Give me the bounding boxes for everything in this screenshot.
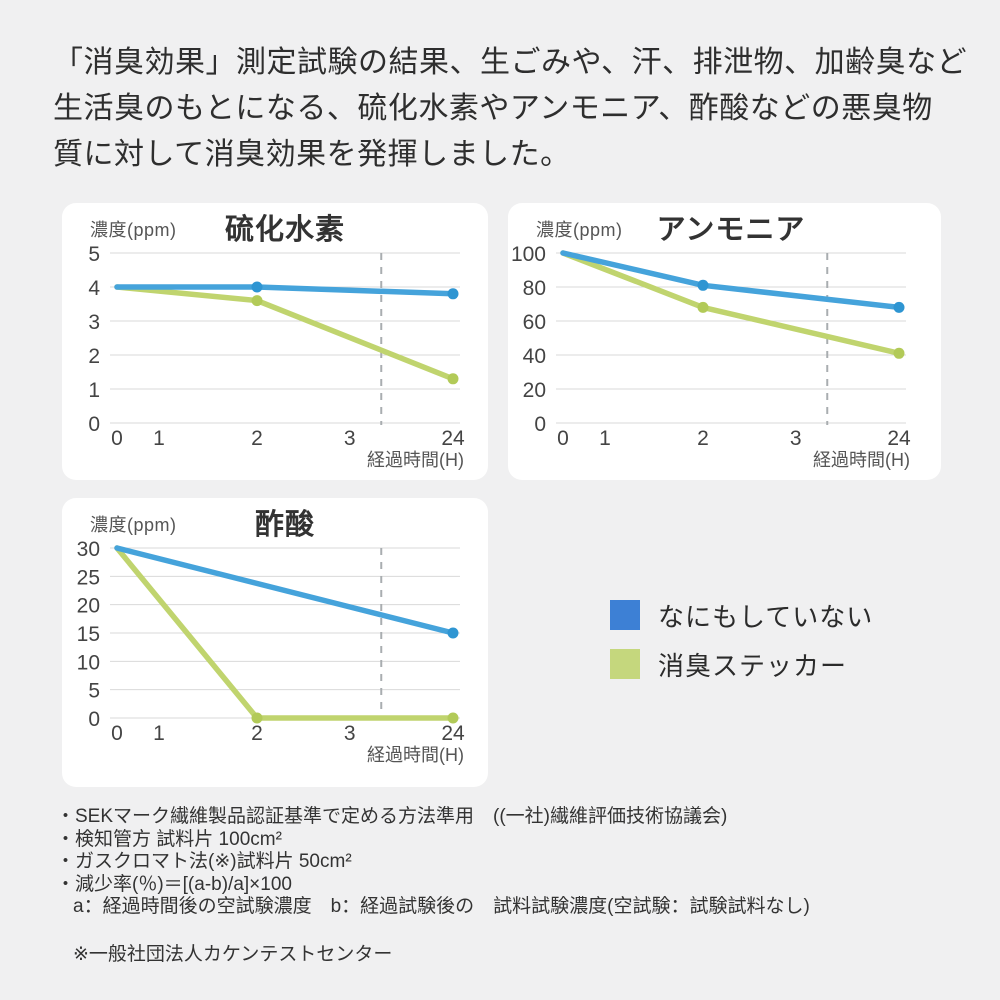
chart-title-ammonia: アンモニア [656,214,806,246]
y-tick-label: 0 [534,413,546,436]
header-line-1: 「消臭効果」測定試験の結果、生ごみや、汗、排泄物、加齢臭など [53,46,968,79]
x-axis-unit-label: 経過時間(H) [367,450,464,470]
data-point-marker [447,373,459,385]
data-point-marker [893,347,905,359]
y-tick-label: 4 [88,277,100,300]
y-tick-label: 5 [88,243,100,266]
x-tick-label: 2 [697,427,709,450]
series-line [114,545,456,636]
chart-panel-acetic-acid: 濃度(ppm) 酢酸 0 5 10 15 20 25 30 0 1 2 3 24 経過時間(H) [62,498,488,787]
x-tick-label: 3 [344,427,356,450]
x-axis-unit-label: 経過時間(H) [367,745,464,765]
chart-panel-ammonia: 濃度(ppm) アンモニア 0 20 40 60 80 100 0 1 2 3 24 経過時間(H) [508,203,941,480]
footnote-line: a：経過時間後の空試験濃度 b：経過試験後の 試料試験濃度(空試験：試験試料なし… [73,896,810,917]
x-tick-label: 0 [111,427,123,450]
y-tick-label: 30 [77,538,100,561]
footnote-line: ・検知管方 試料片 100cm² [56,828,282,850]
data-point-marker [893,301,905,313]
y-tick-label: 10 [77,651,100,674]
x-tick-label: 2 [251,427,263,450]
legend-swatch-green [610,649,640,679]
data-point-marker [447,627,459,639]
x-tick-label: 24 [441,722,465,745]
header-line-2: 生活臭のもとになる、硫化水素やアンモニア、酢酸などの悪臭物 [53,92,933,125]
footnote-line: ・SEKマーク繊維製品認証基準で定める方法準用 ((一社)繊維評価技術協議会) [56,806,728,827]
y-tick-label: 3 [88,311,100,334]
x-tick-label: 2 [251,722,263,745]
legend-label-untreated: なにもしていない [658,601,874,632]
legend-item-deodorant-sticker: 消臭ステッカー [610,648,873,681]
x-tick-label: 1 [153,427,165,450]
line-chart-hydrogen-sulfide: 0 1 2 3 4 5 0 1 2 3 24 経過時間(H) [62,203,488,480]
legend-swatch-blue [610,600,640,630]
legend-label-deodorant-sticker: 消臭ステッカー [658,650,848,681]
x-tick-label: 3 [790,427,802,450]
data-point-marker [447,288,459,300]
x-tick-label: 0 [111,722,123,745]
data-point-marker [697,301,709,313]
legend-item-untreated: なにもしていない [610,599,874,632]
x-tick-label: 24 [887,427,911,450]
y-tick-label: 2 [88,345,100,368]
y-axis-unit-label: 濃度(ppm) [90,220,177,240]
y-tick-label: 60 [523,311,546,334]
y-tick-label: 15 [77,623,100,646]
line-chart-ammonia: 0 20 40 60 80 100 0 1 2 3 24 経過時間(H) [508,203,941,480]
footnote-line: ・ガスクロマト法(※)試料片 50cm² [56,851,352,872]
series-line [560,250,902,311]
y-tick-label: 5 [88,680,100,703]
data-point-marker [251,281,263,293]
y-tick-label: 20 [523,379,546,402]
data-point-marker [447,712,459,724]
data-point-marker [251,295,263,307]
y-tick-label: 40 [523,345,546,368]
y-axis-unit-label: 濃度(ppm) [536,220,623,240]
footnote-line: ・減少率(％)＝[(a-b)/a]×100 [56,873,292,895]
chart-legend: なにもしていない 消臭ステッカー [610,599,873,697]
footnotes: ・SEKマーク繊維製品認証基準で定める方法準用 ((一社)繊維評価技術協議会) … [56,806,956,966]
data-point-marker [251,712,263,724]
x-tick-label: 0 [557,427,569,450]
line-chart-acetic-acid: 0 5 10 15 20 25 30 0 1 2 3 24 経過時間(H) [62,498,488,787]
y-tick-label: 80 [523,277,546,300]
y-tick-label: 20 [77,595,100,618]
chart-title-acetic-acid: 酢酸 [254,509,315,541]
chart-panel-hydrogen-sulfide: 濃度(ppm) 硫化水素 0 1 2 3 4 5 0 1 2 3 24 経過時間(H) [62,203,488,480]
y-tick-label: 0 [88,413,100,436]
y-tick-label: 1 [88,379,100,402]
chart-title-hydrogen-sulfide: 硫化水素 [224,214,345,246]
data-point-marker [697,279,709,291]
x-tick-label: 1 [599,427,611,450]
x-tick-label: 3 [344,722,356,745]
header-text: 「消臭効果」測定試験の結果、生ごみや、汗、排泄物、加齢臭など 生活臭のもとになる… [53,40,968,178]
series-line [114,284,456,382]
y-tick-label: 0 [88,708,100,731]
footnote-testing-center: ※一般社団法人カケンテストセンター [73,943,393,965]
y-axis-unit-label: 濃度(ppm) [90,515,177,535]
x-tick-label: 1 [153,722,165,745]
header-line-3: 質に対して消臭効果を発揮しました。 [53,138,571,171]
x-tick-label: 24 [441,427,465,450]
x-axis-unit-label: 経過時間(H) [813,450,910,470]
y-tick-label: 25 [77,566,100,589]
y-tick-label: 100 [511,243,546,266]
